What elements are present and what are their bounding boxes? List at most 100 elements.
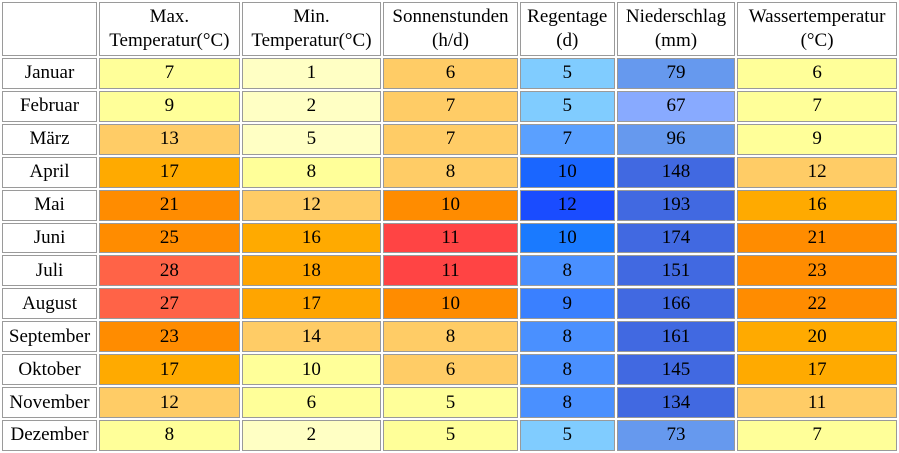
header-water-temp: Wassertemperatur (°C): [737, 2, 897, 56]
precipitation-cell: 73: [616, 419, 736, 451]
rain-days-cell: 8: [519, 354, 615, 386]
sun-hours-cell: 11: [383, 255, 518, 287]
precipitation-cell: 79: [616, 58, 736, 89]
min-temp-cell: 1: [241, 58, 382, 89]
water-temp-cell: 17: [737, 354, 897, 386]
header-precipitation: Niederschlag (mm): [616, 2, 736, 56]
max-temp-cell: 8: [99, 419, 240, 451]
min-temp-cell: 2: [241, 90, 382, 122]
water-temp-cell: 23: [737, 255, 897, 287]
sun-hours-cell: 7: [383, 123, 518, 155]
min-temp-cell: 14: [241, 321, 382, 353]
sun-hours-cell: 10: [383, 189, 518, 221]
header-sun-hours: Sonnenstunden (h/d): [383, 2, 518, 56]
table-body: Januar 7 1 6 5 79 6 Februar 9 2 7 5 67 7 März 13 5 7 7 96 9 A…: [2, 58, 897, 451]
precipitation-cell: 67: [616, 90, 736, 122]
table-row: Juni 25 16 11 10 174 21: [2, 222, 897, 254]
min-temp-cell: 16: [241, 222, 382, 254]
precipitation-cell: 193: [616, 189, 736, 221]
min-temp-cell: 17: [241, 288, 382, 320]
rain-days-cell: 5: [519, 419, 615, 451]
water-temp-cell: 21: [737, 222, 897, 254]
header-rain-days: Regentage (d): [519, 2, 615, 56]
month-cell: März: [2, 123, 98, 155]
water-temp-cell: 7: [737, 419, 897, 451]
min-temp-cell: 6: [241, 387, 382, 418]
rain-days-cell: 10: [519, 222, 615, 254]
rain-days-cell: 8: [519, 255, 615, 287]
header-max-temp: Max. Temperatur(°C): [99, 2, 240, 56]
max-temp-cell: 9: [99, 90, 240, 122]
month-cell: Februar: [2, 90, 98, 122]
water-temp-cell: 6: [737, 58, 897, 89]
rain-days-cell: 9: [519, 288, 615, 320]
max-temp-cell: 25: [99, 222, 240, 254]
min-temp-cell: 8: [241, 156, 382, 188]
month-cell: Januar: [2, 58, 98, 89]
water-temp-cell: 22: [737, 288, 897, 320]
max-temp-cell: 12: [99, 387, 240, 418]
corner-cell: [2, 2, 98, 56]
table-row: April 17 8 8 10 148 12: [2, 156, 897, 188]
water-temp-cell: 11: [737, 387, 897, 418]
table-row: August 27 17 10 9 166 22: [2, 288, 897, 320]
table-row: Mai 21 12 10 12 193 16: [2, 189, 897, 221]
max-temp-cell: 13: [99, 123, 240, 155]
header-row: Max. Temperatur(°C) Min. Temperatur(°C) So…: [2, 2, 897, 56]
table-row: Dezember 8 2 5 5 73 7: [2, 419, 897, 451]
rain-days-cell: 5: [519, 58, 615, 89]
rain-days-cell: 12: [519, 189, 615, 221]
water-temp-cell: 7: [737, 90, 897, 122]
max-temp-cell: 7: [99, 58, 240, 89]
header-min-temp: Min. Temperatur(°C): [241, 2, 382, 56]
precipitation-cell: 148: [616, 156, 736, 188]
water-temp-cell: 12: [737, 156, 897, 188]
rain-days-cell: 10: [519, 156, 615, 188]
rain-days-cell: 8: [519, 387, 615, 418]
sun-hours-cell: 6: [383, 354, 518, 386]
max-temp-cell: 27: [99, 288, 240, 320]
month-cell: August: [2, 288, 98, 320]
month-cell: November: [2, 387, 98, 418]
month-cell: Oktober: [2, 354, 98, 386]
precipitation-cell: 96: [616, 123, 736, 155]
table-row: Februar 9 2 7 5 67 7: [2, 90, 897, 122]
sun-hours-cell: 8: [383, 321, 518, 353]
table-row: September 23 14 8 8 161 20: [2, 321, 897, 353]
sun-hours-cell: 10: [383, 288, 518, 320]
month-cell: Juli: [2, 255, 98, 287]
min-temp-cell: 18: [241, 255, 382, 287]
water-temp-cell: 9: [737, 123, 897, 155]
max-temp-cell: 23: [99, 321, 240, 353]
water-temp-cell: 20: [737, 321, 897, 353]
month-cell: September: [2, 321, 98, 353]
precipitation-cell: 166: [616, 288, 736, 320]
max-temp-cell: 17: [99, 156, 240, 188]
table-row: Oktober 17 10 6 8 145 17: [2, 354, 897, 386]
sun-hours-cell: 8: [383, 156, 518, 188]
min-temp-cell: 5: [241, 123, 382, 155]
rain-days-cell: 5: [519, 90, 615, 122]
month-cell: Mai: [2, 189, 98, 221]
table-row: März 13 5 7 7 96 9: [2, 123, 897, 155]
max-temp-cell: 17: [99, 354, 240, 386]
sun-hours-cell: 6: [383, 58, 518, 89]
max-temp-cell: 28: [99, 255, 240, 287]
min-temp-cell: 12: [241, 189, 382, 221]
sun-hours-cell: 5: [383, 419, 518, 451]
sun-hours-cell: 11: [383, 222, 518, 254]
min-temp-cell: 10: [241, 354, 382, 386]
month-cell: Juni: [2, 222, 98, 254]
table-row: November 12 6 5 8 134 11: [2, 387, 897, 418]
table-row: Juli 28 18 11 8 151 23: [2, 255, 897, 287]
precipitation-cell: 134: [616, 387, 736, 418]
max-temp-cell: 21: [99, 189, 240, 221]
min-temp-cell: 2: [241, 419, 382, 451]
month-cell: Dezember: [2, 419, 98, 451]
table-row: Januar 7 1 6 5 79 6: [2, 58, 897, 89]
sun-hours-cell: 7: [383, 90, 518, 122]
sun-hours-cell: 5: [383, 387, 518, 418]
precipitation-cell: 151: [616, 255, 736, 287]
rain-days-cell: 7: [519, 123, 615, 155]
month-cell: April: [2, 156, 98, 188]
